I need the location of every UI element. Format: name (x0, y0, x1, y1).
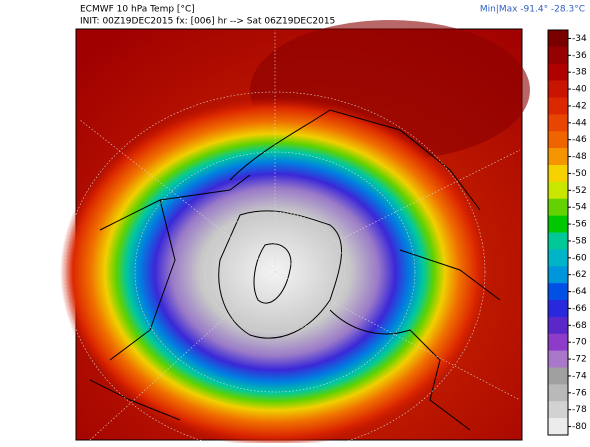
colorbar-label: -60 (572, 253, 587, 263)
colorbar-swatch (548, 367, 568, 385)
colorbar-label: -58 (572, 236, 587, 246)
colorbar-label: -50 (572, 169, 587, 179)
colorbar-swatch (548, 232, 568, 250)
map (60, 20, 530, 447)
colorbar-swatch (548, 283, 568, 301)
colorbar-label: -34 (572, 34, 587, 44)
colorbar-label: -78 (572, 405, 587, 415)
colorbar-label: -74 (572, 371, 587, 381)
colorbar-label: -48 (572, 152, 587, 162)
colorbar-swatch (548, 418, 568, 436)
colorbar-swatch (548, 181, 568, 200)
colorbar-label: -54 (572, 203, 587, 213)
min-max: Min|Max -91.4° -28.3°C (480, 5, 585, 15)
colorbar-label: -44 (572, 118, 587, 128)
colorbar-swatch (548, 333, 568, 351)
colorbar-label: -80 (572, 422, 587, 432)
colorbar-swatch (548, 63, 568, 81)
colorbar-swatch (548, 165, 568, 183)
colorbar-frame (547, 29, 569, 436)
colorbar-swatch (548, 97, 568, 115)
colorbar-swatch (548, 350, 568, 368)
colorbar-label: -66 (572, 304, 587, 314)
colorbar-swatch (548, 401, 568, 419)
coastlines (89, 109, 501, 431)
colorbar-label: -68 (572, 321, 587, 331)
colorbar-label: -72 (572, 355, 587, 365)
colorbar-swatch (548, 148, 568, 166)
colorbar-swatch (548, 384, 568, 402)
colorbar-label: -56 (572, 220, 587, 230)
colorbar-label: -36 (572, 51, 587, 61)
title: ECMWF 10 hPa Temp [°C] (80, 5, 195, 15)
colorbar-swatch (548, 215, 568, 233)
colorbar-label: -76 (572, 388, 587, 398)
colorbar-swatch (548, 131, 568, 149)
colorbar-swatch (548, 316, 568, 335)
init-line: INIT: 00Z19DEC2015 fx: [006] hr --> Sat … (80, 17, 335, 27)
colorbar-swatch (548, 266, 568, 284)
colorbar-label: -64 (572, 287, 587, 297)
colorbar-label: -46 (572, 135, 587, 145)
colorbar-swatch (548, 114, 568, 132)
colorbar-swatch (548, 46, 568, 65)
colorbar-label: -70 (572, 338, 587, 348)
graticule (64, 30, 521, 447)
colorbar-label: -42 (572, 101, 587, 111)
colorbar-label: -52 (572, 186, 587, 196)
colorbar-label: -40 (572, 85, 587, 95)
colorbar-label: -38 (572, 68, 587, 78)
colorbar-swatch (548, 249, 568, 267)
colorbar: -34 -36 -38 -40 -42 -44 -46 -48 -50 -52 -54 -56 -58 -… (547, 29, 587, 436)
colorbar-swatch (548, 300, 568, 318)
colorbar-label: -62 (572, 270, 587, 280)
colorbar-swatch (548, 198, 568, 216)
colorbar-swatch (548, 30, 568, 48)
colorbar-swatch (548, 80, 568, 98)
